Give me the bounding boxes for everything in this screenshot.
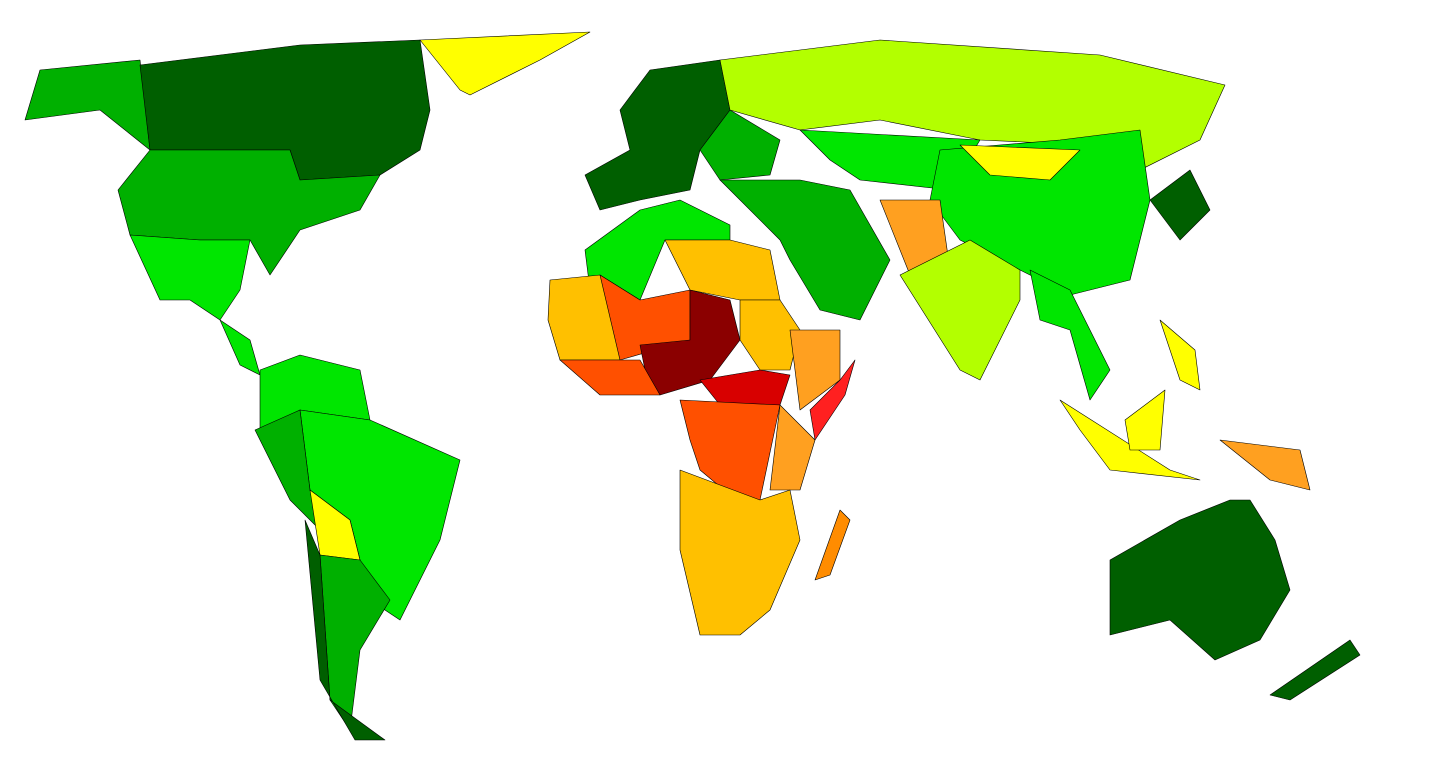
japan bbox=[1149, 169, 1211, 241]
philippines bbox=[1159, 319, 1201, 391]
madagascar bbox=[814, 509, 851, 581]
southern-africa bbox=[679, 469, 801, 636]
new-zealand bbox=[1269, 639, 1361, 701]
libya-egypt bbox=[664, 239, 781, 301]
borneo bbox=[1124, 389, 1166, 451]
greenland bbox=[419, 31, 591, 96]
sudan bbox=[739, 299, 801, 371]
mongolia bbox=[959, 144, 1081, 181]
middle-east bbox=[719, 179, 891, 321]
australia bbox=[1109, 499, 1291, 661]
usa bbox=[117, 149, 381, 276]
east-africa bbox=[769, 404, 816, 491]
china bbox=[929, 129, 1151, 296]
west-coast bbox=[559, 359, 661, 396]
chile bbox=[304, 519, 386, 741]
alaska bbox=[24, 59, 151, 151]
mexico bbox=[129, 234, 251, 321]
eastern-europe bbox=[699, 109, 781, 181]
papua-new-guinea bbox=[1219, 439, 1311, 491]
india bbox=[899, 239, 1021, 381]
western-europe bbox=[584, 59, 731, 211]
southeast-asia bbox=[1029, 269, 1111, 401]
somalia bbox=[809, 359, 856, 441]
indonesia bbox=[1059, 399, 1201, 481]
central-america bbox=[219, 319, 261, 376]
central-africa bbox=[699, 369, 791, 406]
